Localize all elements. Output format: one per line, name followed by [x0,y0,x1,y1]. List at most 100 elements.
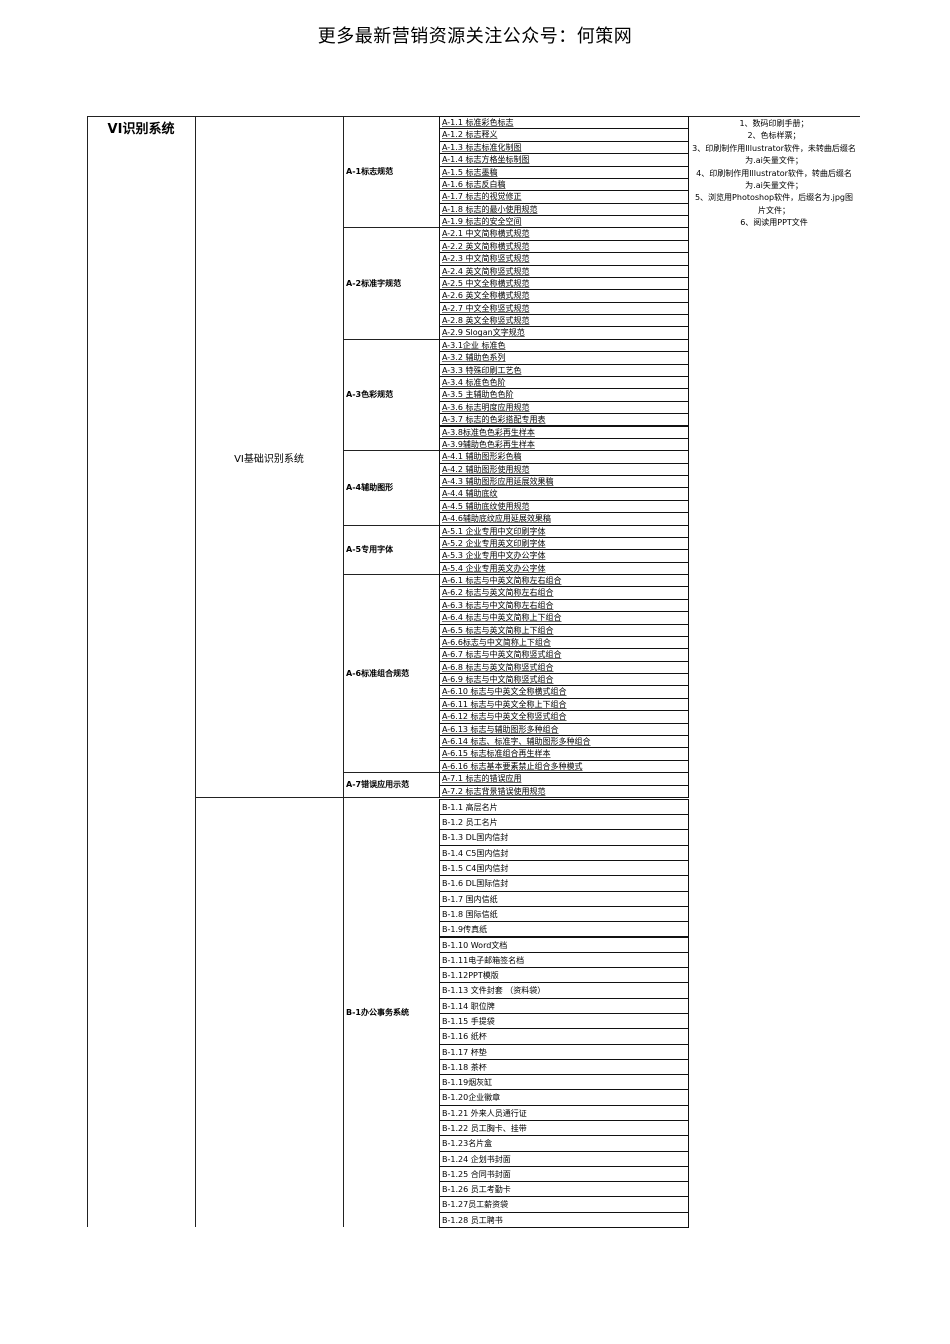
table-border [343,338,439,340]
list-item: A-6.11 标志与中英文全称上下组合 [439,697,689,712]
list-item: A-6.15 标志标准组合再生样本 [439,747,689,761]
list-item: A-1.2 标志释义 [439,128,689,142]
list-item: A-6.8 标志与英文简称竖式组合 [439,660,689,675]
note-line: 1、数码印刷手册； [739,119,809,128]
list-item: A-5.3 企业专用中文办公字体 [439,549,689,563]
list-item: B-1.14 职位牌 [439,997,689,1014]
subsystem-a-label: VI基础识别系统 [234,454,304,466]
list-item: A-6.13 标志与辅助图形多种组合 [439,722,689,736]
list-item: A-1.3 标志标准化制图 [439,140,689,155]
group-label: A-7错误应用示范 [346,780,410,789]
list-item: B-1.18 茶杯 [439,1058,689,1076]
list-item: B-1.28 员工聘书 [439,1211,689,1228]
list-item: B-1.26 员工考勤卡 [439,1181,689,1198]
list-item: B-1.23名片盒 [439,1135,689,1152]
list-item: A-3.8标准色色彩再生样本 [439,425,689,439]
list-item: A-6.10 标志与中英文全称横式组合 [439,685,689,699]
list-item: A-6.1 标志与中英文简称左右组合 [439,574,689,588]
table-border [87,116,88,1227]
list-item: A-6.16 标志基本要素禁止组合多种模式 [439,759,689,774]
list-item: B-1.3 DL国内信封 [439,829,689,846]
group-label: A-2标准字规范 [346,278,402,288]
list-item: A-6.7 标志与中英文简称竖式组合 [439,648,689,662]
note-line: 4、印刷制作用Illustrator软件，转曲后缀名为.ai矢量文件； [696,168,852,191]
list-item: A-6.12 标志与中英文全称竖式组合 [439,710,689,724]
list-item: A-6.9 标志与中文简称竖式组合 [439,673,689,687]
list-item: A-6.6标志与中文简称上下组合 [439,635,689,650]
list-item: B-1.21 外来人员通行证 [439,1104,689,1121]
group-label: A-6标准组合规范 [346,668,410,678]
list-item: B-1.16 纸杯 [439,1028,689,1045]
list-item: A-7.2 标志背景错误使用规范 [439,784,689,798]
note-line: 2、色标样票； [747,131,801,141]
list-item: A-4.3 辅助图形应用延展效果稿 [439,475,689,489]
page-title: 更多最新营销资源关注公众号：何策网 [317,26,633,47]
list-item: A-5.2 企业专用英文印刷字体 [439,536,689,551]
table-border [343,574,439,576]
table-border [343,450,439,452]
list-item: A-1.9 标志的安全空间 [439,215,689,229]
list-item: B-1.7 国内信纸 [439,890,689,907]
list-item: B-1.9传真纸 [439,921,689,938]
list-item: A-6.4 标志与中英文简称上下组合 [439,611,689,625]
table-border [343,772,439,774]
table-border [343,116,344,1227]
list-item: A-4.4 辅助底纹 [439,487,689,501]
list-item: A-2.6 英文全称横式规范 [439,289,689,303]
list-item: A-2.5 中文全称横式规范 [439,276,689,291]
list-item: B-1.22 员工胸卡、挂带 [439,1119,689,1137]
list-item: A-3.4 标准色色阶 [439,375,689,390]
list-item: A-6.5 标志与英文简称上下组合 [439,623,689,637]
list-item: B-1.15 手提袋 [439,1012,689,1030]
group-label: A-1标志规范 [346,167,394,177]
list-item: A-6.2 标志与英文简称左右组合 [439,586,689,600]
list-item: A-3.2 辅助色系列 [439,351,689,365]
list-item: A-5.4 企业专用英文办公字体 [439,561,689,576]
list-item: B-1.2 员工名片 [439,814,689,831]
list-item: A-2.7 中文全称竖式规范 [439,301,689,316]
group-label: A-4辅助图形 [346,482,394,492]
note-line: 5、浏览用Photoshop软件，后缀名为.jpg图片文件； [694,193,854,215]
note-line: 3、印刷制作用Illustrator软件，未转曲后缀名为.ai矢量文件； [692,143,856,166]
list-item: A-3.6 标志明度应用规范 [439,400,689,415]
list-item: A-6.3 标志与中文简称左右组合 [439,598,689,613]
list-item: B-1.6 DL国际信封 [439,875,689,892]
list-item: A-1.7 标志的视觉修正 [439,190,689,204]
table-border [195,796,343,798]
table-border [195,116,196,1227]
list-item: B-1.12PPT模版 [439,967,689,984]
list-item: A-3.9辅助色色彩再生样本 [439,437,689,452]
table-border [343,796,439,798]
list-item: B-1.8 国际信纸 [439,905,689,923]
list-item: A-2.3 中文简称竖式规范 [439,252,689,266]
list-item: A-2.4 英文简称竖式规范 [439,264,689,278]
list-item: A-4.2 辅助图形使用规范 [439,462,689,476]
list-item: A-1.4 标志方格坐标制图 [439,153,689,167]
list-item: B-1.13 文件封套 （资料袋） [439,982,689,999]
list-item: A-2.2 英文简称横式规范 [439,239,689,254]
group-label: B-1办公事务系统 [346,1008,409,1018]
list-item: A-2.1 中文简称横式规范 [439,227,689,241]
list-item: A-4.5 辅助底纹使用规范 [439,499,689,514]
list-item: B-1.19烟灰缸 [439,1074,689,1091]
list-item: B-1.5 C4国内信封 [439,860,689,877]
list-item: A-2.9 Slogan文字规范 [439,326,689,340]
list-item: A-1.8 标志的最小使用规范 [439,202,689,217]
list-item: B-1.1 高层名片 [439,798,689,816]
list-item: B-1.25 合同书封面 [439,1165,689,1183]
list-item: A-4.1 辅助图形彩色稿 [439,450,689,464]
deliverables-notes: 1、数码印刷手册； 2、色标样票； 3、印刷制作用Illustrator软件，未转曲… [688,118,860,230]
group-label: A-3色彩规范 [346,390,394,400]
list-item: B-1.11电子邮箱签名档 [439,951,689,969]
list-item: A-6.14 标志、标准字、辅助图形多种组合 [439,735,689,749]
list-item: A-3.3 特殊印刷工艺色 [439,363,689,377]
note-line: 6、阅读用PPT文件 [740,218,808,228]
list-item: B-1.20企业徽章 [439,1089,689,1106]
list-item: B-1.17 杯垫 [439,1043,689,1060]
list-item: B-1.24 企划书封面 [439,1150,689,1167]
group-label: A-5专用字体 [346,544,394,554]
list-item: B-1.4 C5国内信封 [439,844,689,862]
list-item: A-3.1企业 标准色 [439,338,689,353]
list-item: A-1.6 标志反白稿 [439,177,689,192]
